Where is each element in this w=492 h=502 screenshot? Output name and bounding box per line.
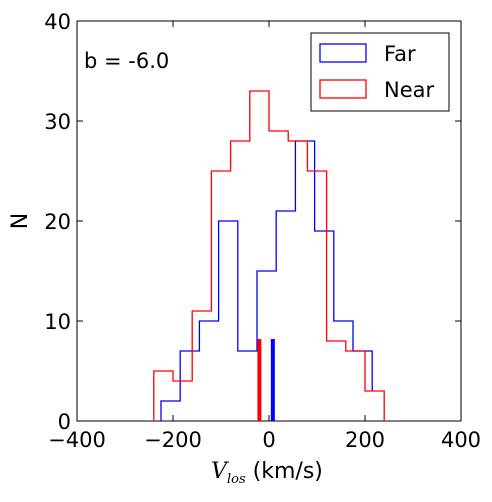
axis-ticks: −400 −200 0 200 400 0 10 20 30 40: [44, 10, 481, 452]
x-axis-label-units: (km/s): [246, 459, 323, 484]
x-tick-label: 200: [345, 428, 385, 452]
x-tick-label: 0: [262, 428, 275, 452]
x-axis-label-subscript: los: [227, 472, 246, 487]
legend: Far Near: [310, 32, 450, 112]
legend-swatch-far: [319, 43, 367, 63]
legend-label-far: Far: [384, 42, 416, 66]
x-axis-label: Vlos (km/s): [211, 459, 323, 487]
y-axis-label: N: [8, 213, 33, 229]
x-tick-label: −400: [48, 428, 106, 452]
median-markers: [257, 339, 275, 421]
y-tick-label: 0: [58, 410, 71, 434]
annotation-label: b = -6.0: [84, 49, 169, 73]
x-axis-label-symbol: V: [211, 459, 229, 484]
y-tick-label: 30: [44, 110, 71, 134]
histogram-far: [160, 140, 373, 421]
histogram-near: [153, 90, 385, 421]
legend-label-near: Near: [384, 78, 434, 102]
y-tick-label: 10: [44, 310, 71, 334]
legend-swatch-near: [319, 79, 367, 99]
histogram-series: [153, 90, 385, 421]
y-tick-label: 20: [44, 210, 71, 234]
x-tick-label: −200: [144, 428, 202, 452]
x-tick-label: 400: [441, 428, 481, 452]
y-tick-label: 40: [44, 10, 71, 34]
